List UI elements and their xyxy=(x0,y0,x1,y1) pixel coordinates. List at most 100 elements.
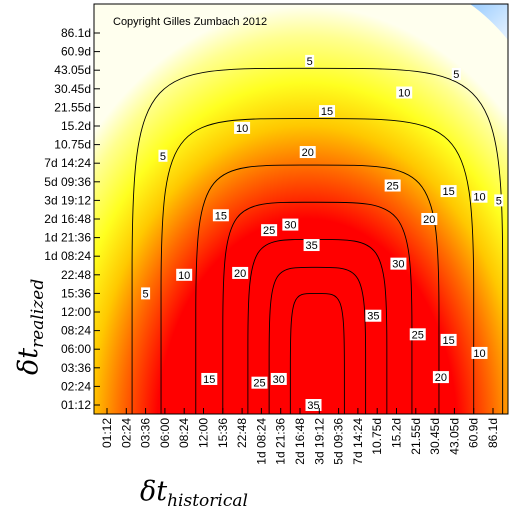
contour-label-box xyxy=(212,209,229,222)
x-axis-label: δthistorical xyxy=(140,476,248,511)
contour-label: 5 xyxy=(141,287,151,300)
contour-label: 15 xyxy=(319,105,336,118)
x-tick-label: 12:00 xyxy=(197,418,211,448)
y-tick-label: 86.1d xyxy=(61,26,91,40)
contour-label: 20 xyxy=(432,371,449,384)
contour-label: 25 xyxy=(251,376,268,390)
y-tick-label: 02:24 xyxy=(61,379,91,393)
contour-label: 30 xyxy=(282,218,299,232)
contour-label-box xyxy=(201,372,218,385)
contour-label: 10 xyxy=(396,86,413,100)
contour-label: 5 xyxy=(305,54,315,68)
contour-label: 35 xyxy=(305,399,322,412)
contour-label-text: 5 xyxy=(453,69,459,81)
contour-label: 25 xyxy=(384,179,401,193)
contour-label: 35 xyxy=(365,309,382,323)
y-tick-label: 3d 19:12 xyxy=(44,193,91,207)
y-tick-label: 7d 14:24 xyxy=(44,156,91,170)
x-tick-label: 7d 14:24 xyxy=(351,418,365,465)
contour-label: 10 xyxy=(471,346,488,360)
contour-label-box xyxy=(176,268,193,281)
y-tick-label: 2d 16:48 xyxy=(44,212,91,226)
contour-label-text: 25 xyxy=(387,181,399,193)
contour-label-box xyxy=(421,213,438,225)
contour-label-text: 35 xyxy=(305,240,317,252)
y-tick-label: 03:36 xyxy=(61,361,91,375)
contour-label-box xyxy=(396,86,413,99)
plot-area xyxy=(94,4,508,414)
contour-label-box xyxy=(319,105,336,118)
y-tick-label: 15:36 xyxy=(61,286,91,300)
contour-label-text: 15 xyxy=(321,106,333,118)
contour-label-text: 20 xyxy=(302,147,314,159)
contour-label-text: 5 xyxy=(143,288,149,300)
x-tick-label: 21.55d xyxy=(409,418,423,455)
contour-label: 5 xyxy=(158,149,168,163)
x-tick-label: 15:36 xyxy=(216,418,230,448)
contour-label: 15 xyxy=(212,209,229,222)
contour-line-30 xyxy=(268,266,367,414)
contour-label-box xyxy=(270,372,287,385)
contour-label-text: 15 xyxy=(442,186,454,198)
plot-frame xyxy=(93,3,509,415)
contour-labels: 5 5 5 5 5 10 10 10 10 10 15 15 15 15 15 20 20 20 20 25 25 25 2… xyxy=(141,54,504,412)
y-axis-label: δtrealized xyxy=(13,279,48,375)
y-tick-label: 30.45d xyxy=(54,82,91,96)
y-tick-label: 22:48 xyxy=(61,268,91,282)
x-tick-label: 86.1d xyxy=(486,418,500,448)
y-tick-label: 21.55d xyxy=(54,100,91,114)
contour-label-box xyxy=(282,218,299,231)
contour-label-text: 20 xyxy=(423,214,435,226)
y-tick-label: 08:24 xyxy=(61,324,91,338)
contour-label-box xyxy=(251,376,268,389)
x-tick-label: 30.45d xyxy=(428,418,442,455)
contour-label-text: 25 xyxy=(412,329,424,341)
contour-line-20 xyxy=(222,201,413,414)
x-tick-label: 03:36 xyxy=(139,418,153,448)
contour-label-box xyxy=(409,328,426,341)
contour-label-box xyxy=(305,399,322,411)
contour-label-text: 10 xyxy=(398,88,410,100)
x-tick-label: 02:24 xyxy=(119,418,133,448)
contour-label: 10 xyxy=(176,268,193,282)
contour-label: 15 xyxy=(440,333,457,347)
contour-label-text: 15 xyxy=(215,210,227,222)
y-tick-label: 15.2d xyxy=(61,119,91,133)
contour-label-box xyxy=(390,257,407,270)
y-tick-label: 1d 21:36 xyxy=(44,231,91,245)
contour-line-5 xyxy=(131,67,504,414)
x-tick-label: 10.75d xyxy=(370,418,384,455)
contour-label: 5 xyxy=(494,194,504,207)
contour-label-text: 35 xyxy=(367,311,379,323)
x-tick-label: 5d 09:36 xyxy=(332,418,346,465)
contour-label: 10 xyxy=(234,121,251,135)
contour-label: 20 xyxy=(421,213,438,226)
contour-label-text: 10 xyxy=(236,123,248,135)
contour-label: 15 xyxy=(201,372,218,386)
x-tick-label: 06:00 xyxy=(158,418,172,448)
x-tick-label: 08:24 xyxy=(177,418,191,448)
y-tick-label: 1d 08:24 xyxy=(44,249,91,263)
x-tick-label: 43.05d xyxy=(447,418,461,455)
contour-label-text: 25 xyxy=(253,378,265,390)
x-tick-label: 2d 16:48 xyxy=(293,418,307,465)
contour-label-text: 30 xyxy=(273,374,285,386)
y-tick-label: 60.9d xyxy=(61,45,91,59)
y-tick-label: 5d 09:36 xyxy=(44,175,91,189)
contour-label: 30 xyxy=(390,257,407,271)
x-tick-label: 1d 08:24 xyxy=(254,418,268,465)
y-tick-label: 06:00 xyxy=(61,342,91,356)
contour-label: 30 xyxy=(270,372,287,386)
contour-label-text: 5 xyxy=(160,151,166,163)
contour-label-text: 15 xyxy=(203,374,215,386)
x-tick-label: 22:48 xyxy=(235,418,249,448)
contour-label-text: 15 xyxy=(442,335,454,347)
contour-label-text: 20 xyxy=(435,372,447,384)
x-tick-label: 1d 21:36 xyxy=(274,418,288,465)
contour-label-box xyxy=(261,224,278,237)
contour-label-box xyxy=(440,185,457,198)
contour-label-text: 30 xyxy=(392,259,404,271)
heatmap-field xyxy=(94,4,508,414)
x-tick-label: 3d 19:12 xyxy=(312,418,326,465)
